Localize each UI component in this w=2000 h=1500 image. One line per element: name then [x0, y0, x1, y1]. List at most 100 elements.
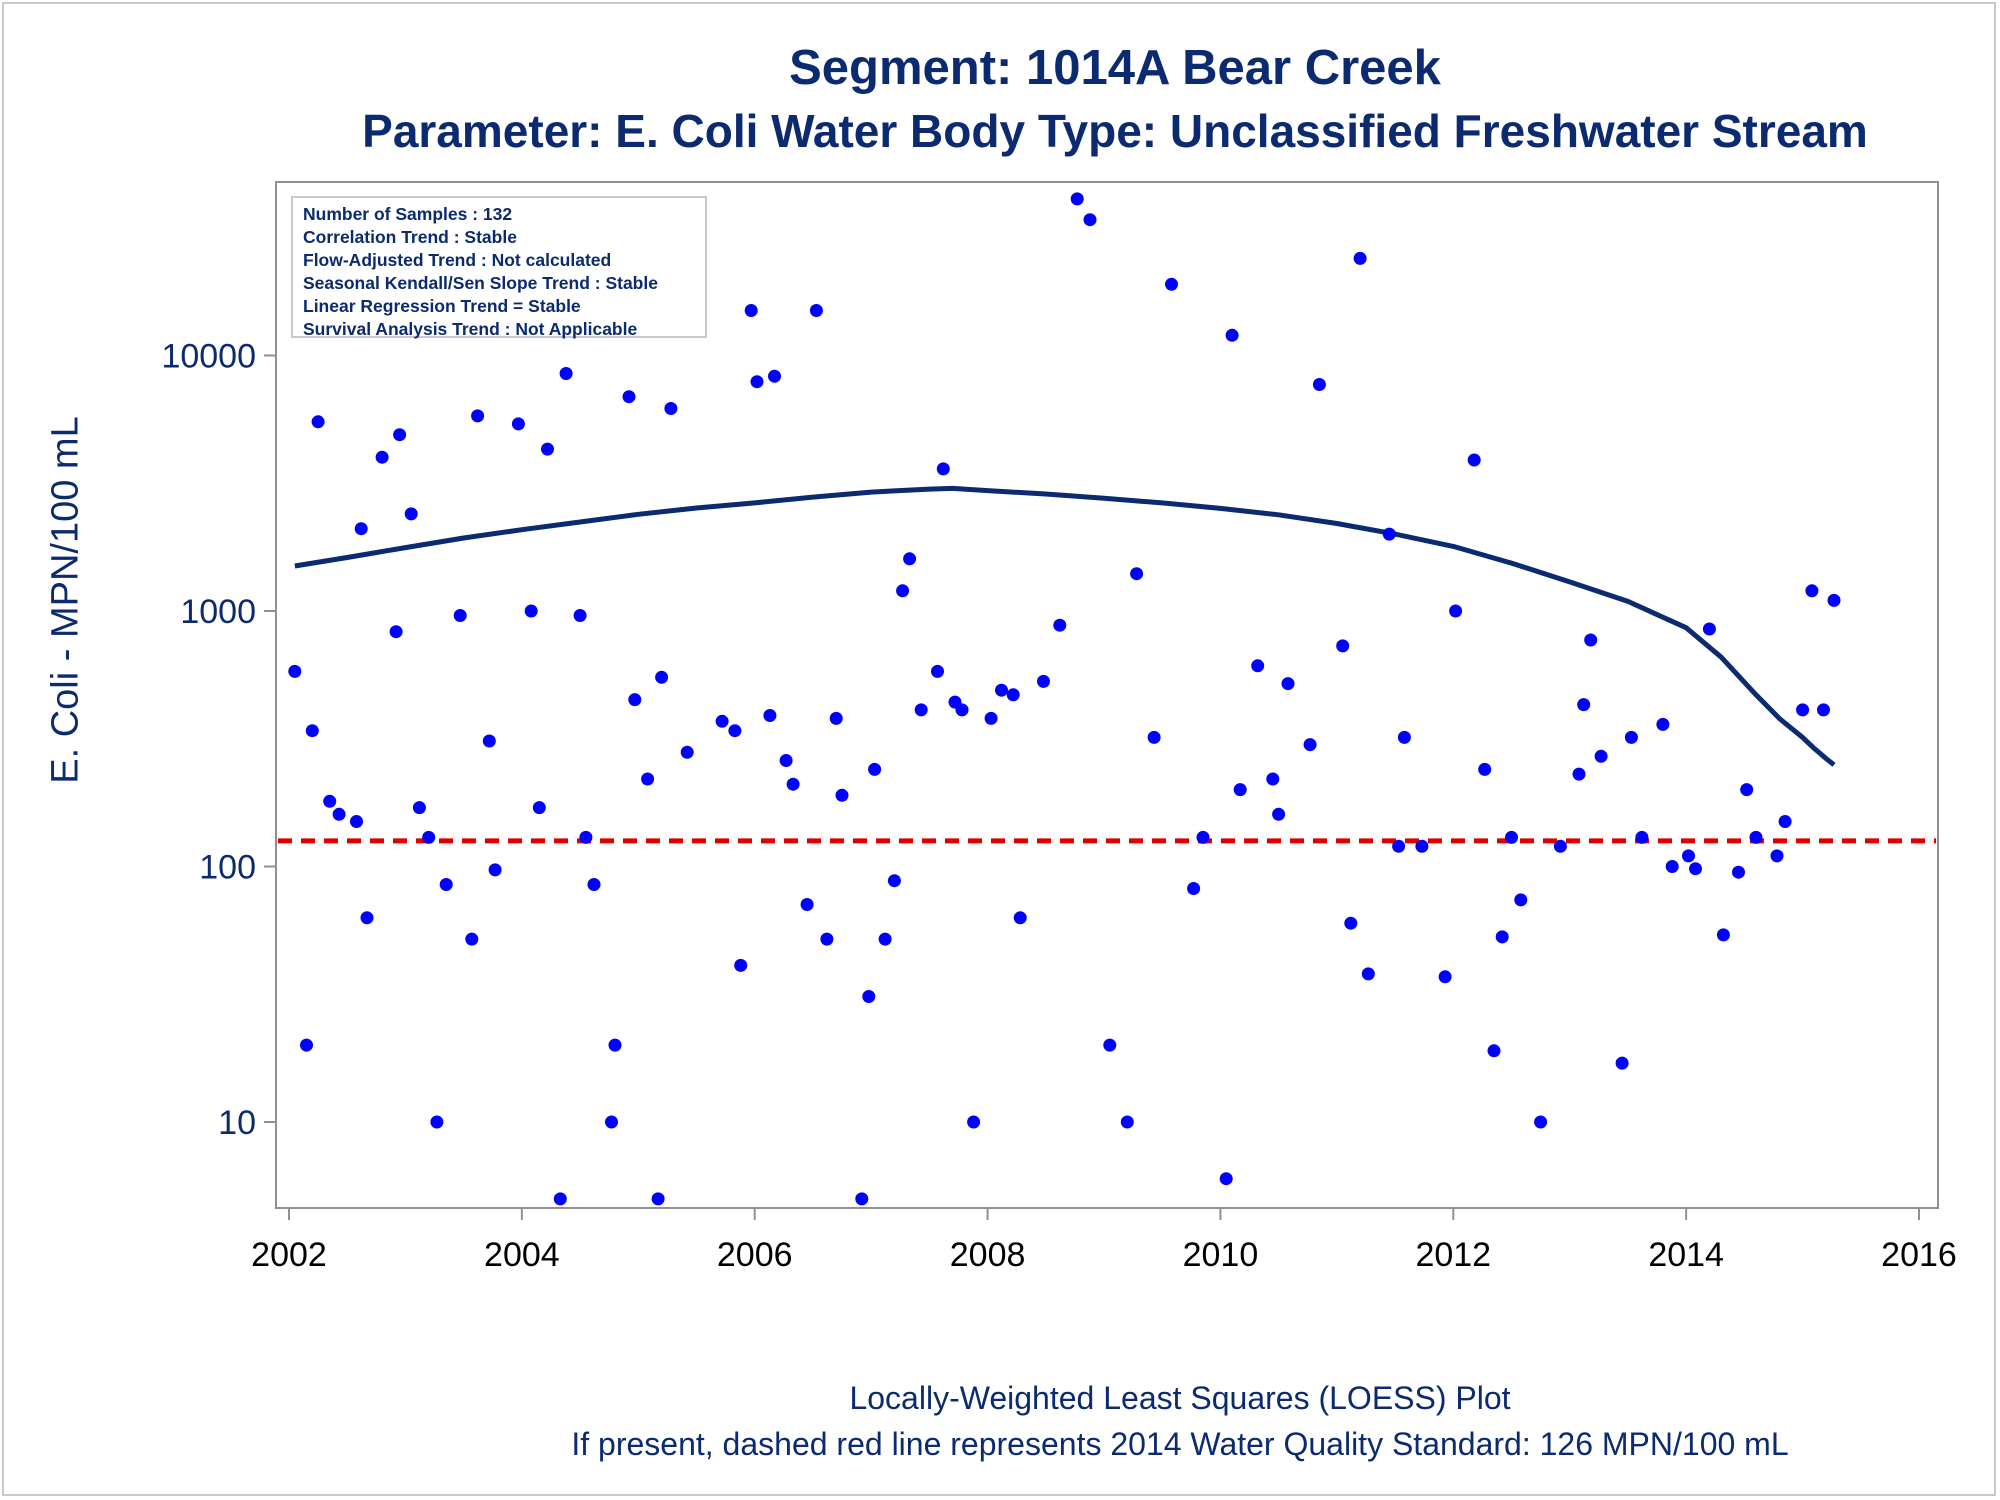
data-point — [1130, 567, 1144, 581]
x-tick-label: 2004 — [484, 1236, 560, 1274]
data-point — [511, 417, 525, 431]
data-point — [1266, 772, 1280, 786]
data-point — [412, 801, 426, 815]
data-point — [1233, 783, 1247, 797]
stat-line: Seasonal Kendall/Sen Slope Trend : Stabl… — [303, 273, 658, 293]
data-point — [1397, 730, 1411, 744]
data-point — [734, 958, 748, 972]
data-point — [1415, 839, 1429, 853]
stat-line: Linear Regression Trend = Stable — [303, 296, 581, 316]
data-point — [786, 777, 800, 791]
footnote-line-1: Locally-Weighted Least Squares (LOESS) P… — [849, 1380, 1511, 1416]
data-point — [903, 552, 917, 566]
data-point — [488, 863, 502, 877]
x-tick-label: 2010 — [1183, 1236, 1259, 1274]
y-axis-label: E. Coli - MPN/100 mL — [44, 416, 87, 784]
data-point — [1594, 749, 1608, 763]
x-tick-label: 2006 — [717, 1236, 793, 1274]
plot-area — [275, 181, 1939, 1209]
x-axis: 2002 2004 2006 2008 2010 2012 2014 2016 — [251, 1208, 1957, 1274]
data-point — [1120, 1115, 1134, 1129]
data-point — [1665, 860, 1679, 873]
data-point — [1716, 928, 1730, 942]
data-point — [768, 369, 781, 383]
data-point — [559, 367, 573, 380]
chart-title: Segment: 1014A Bear Creek — [789, 41, 1441, 95]
data-point — [715, 714, 729, 728]
data-point — [422, 830, 436, 844]
x-tick-label: 2016 — [1881, 1236, 1957, 1274]
data-point — [931, 664, 944, 678]
data-point — [323, 794, 337, 808]
data-point — [1037, 674, 1050, 688]
data-point — [641, 772, 655, 786]
data-point — [1361, 967, 1375, 981]
data-point — [820, 932, 834, 946]
data-point — [332, 807, 346, 821]
data-point — [1006, 688, 1020, 702]
data-point — [955, 703, 969, 717]
stat-line: Correlation Trend : Stable — [303, 227, 517, 247]
data-point — [439, 878, 453, 891]
data-point — [1449, 604, 1463, 618]
data-point — [862, 990, 876, 1003]
data-point — [1281, 677, 1295, 691]
data-point — [1467, 453, 1481, 467]
data-point — [1070, 192, 1084, 206]
data-point — [350, 815, 363, 828]
data-point — [573, 609, 587, 622]
data-point — [311, 415, 325, 429]
data-point — [1219, 1172, 1233, 1186]
data-point — [628, 693, 642, 707]
data-point — [779, 754, 793, 767]
data-point — [471, 409, 485, 423]
data-point — [608, 1038, 622, 1052]
data-point — [1817, 703, 1830, 717]
data-point — [1187, 882, 1201, 895]
stats-legend-box: Number of Samples : 132 Correlation Tren… — [291, 196, 707, 339]
data-point — [465, 932, 479, 946]
data-point — [835, 788, 849, 802]
data-point — [1778, 815, 1792, 828]
data-point — [664, 402, 678, 415]
stat-line: Flow-Adjusted Trend : Not calculated — [303, 250, 612, 270]
data-point — [1682, 849, 1695, 863]
data-point — [1353, 251, 1367, 265]
data-point — [855, 1192, 869, 1206]
data-point — [1553, 839, 1567, 853]
data-point — [1272, 807, 1286, 821]
y-tick-label: 1000 — [180, 593, 256, 631]
data-point — [300, 1038, 313, 1052]
data-point — [305, 724, 319, 738]
data-point — [1251, 659, 1265, 673]
data-point — [1689, 862, 1702, 876]
data-point — [1770, 849, 1784, 863]
data-point — [524, 604, 538, 618]
data-point — [579, 830, 593, 844]
data-point — [887, 874, 901, 888]
loess-layer — [294, 485, 1836, 767]
data-point — [651, 1192, 665, 1206]
x-tick-label: 2012 — [1415, 1236, 1491, 1274]
data-point — [1624, 730, 1638, 744]
data-point — [1147, 730, 1161, 744]
data-point — [393, 428, 407, 442]
data-point — [553, 1192, 567, 1206]
data-point — [809, 304, 823, 317]
data-point — [1196, 830, 1210, 844]
data-point — [622, 390, 636, 404]
data-point — [800, 898, 814, 911]
data-point — [1805, 584, 1819, 598]
data-point — [878, 932, 892, 946]
stat-line: Survival Analysis Trend : Not Applicable — [303, 319, 638, 339]
data-point — [1392, 839, 1406, 853]
data-point — [1740, 783, 1754, 797]
stat-line: Number of Samples : 132 — [303, 204, 513, 224]
x-tick-label: 2014 — [1648, 1236, 1724, 1274]
y-tick-label: 10 — [218, 1104, 256, 1142]
loess-curve — [294, 485, 1836, 767]
data-point — [1505, 830, 1518, 844]
y-tick-label: 10000 — [161, 338, 256, 376]
y-tick-label: 100 — [199, 849, 256, 887]
